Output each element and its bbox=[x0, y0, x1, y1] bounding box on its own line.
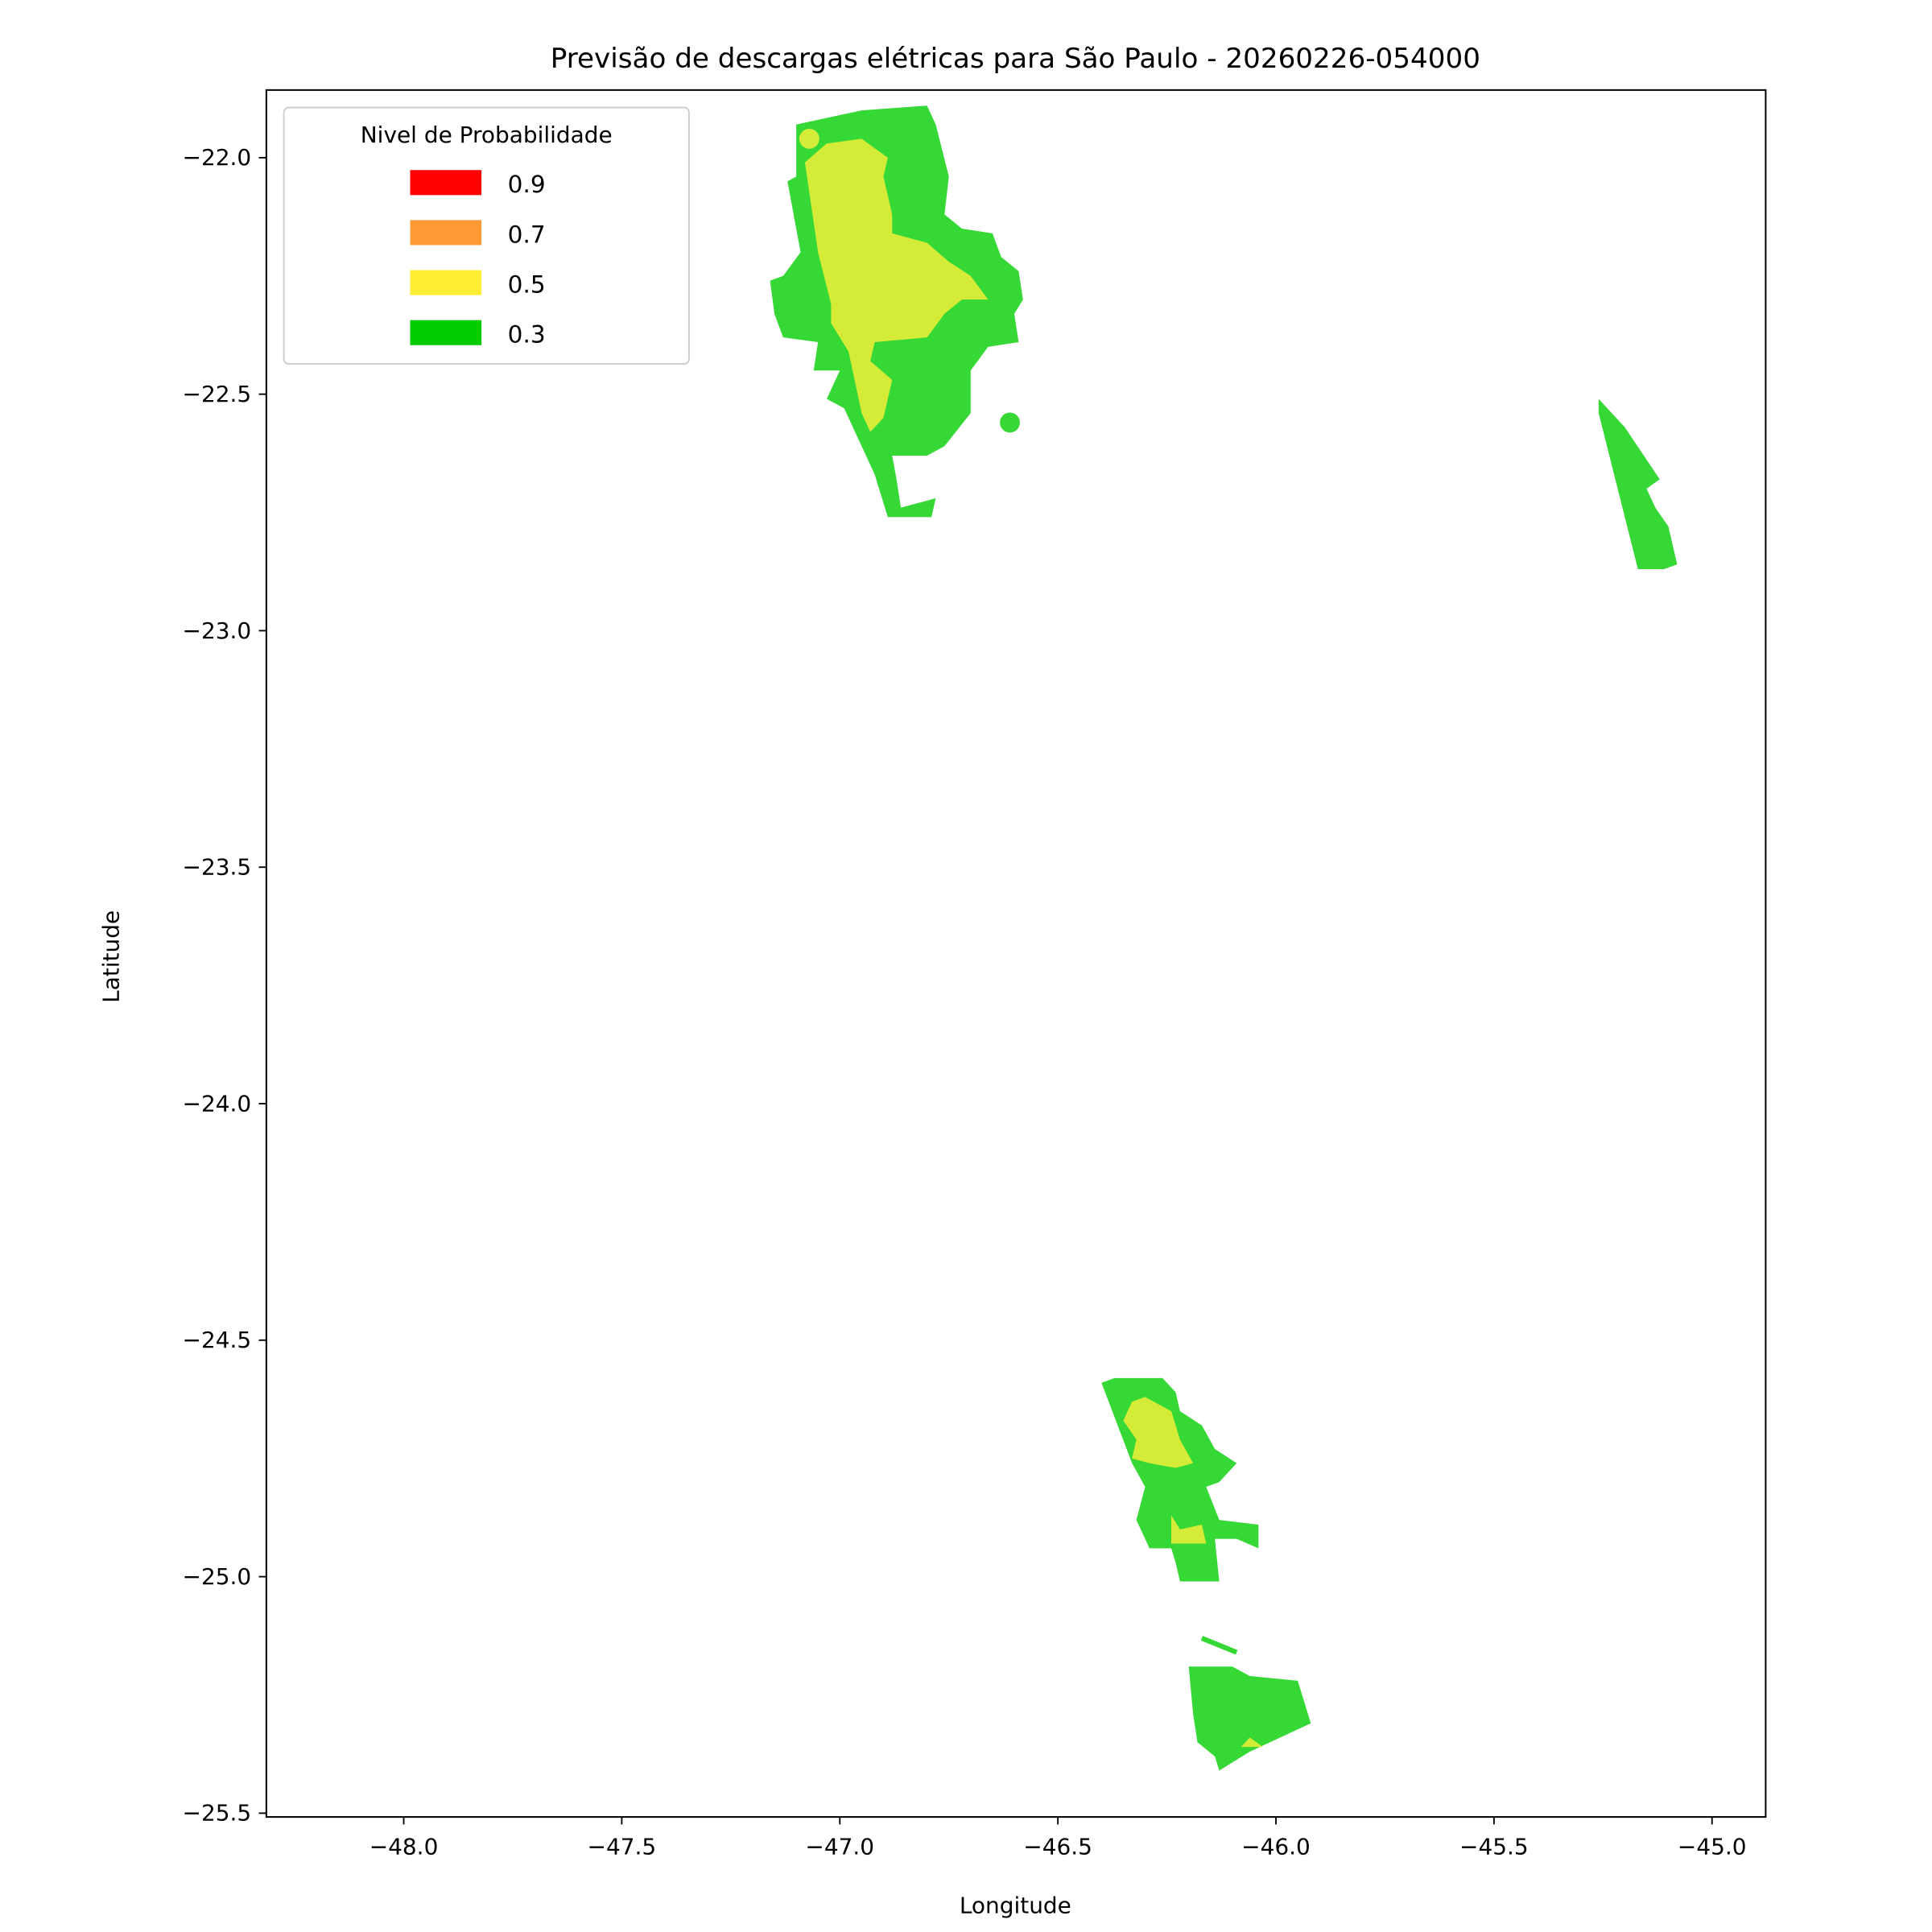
y-tick-label: −23.5 bbox=[183, 854, 252, 881]
contour-region-0-5 bbox=[1241, 1737, 1263, 1748]
y-tick-label: −25.0 bbox=[183, 1563, 252, 1590]
x-tick-label: −46.0 bbox=[1241, 1834, 1311, 1860]
legend-label: 0.5 bbox=[508, 270, 546, 298]
contour-spot bbox=[1000, 412, 1020, 433]
x-tick-label: −46.5 bbox=[1023, 1834, 1092, 1860]
x-tick-label: −47.5 bbox=[588, 1834, 657, 1860]
x-tick-label: −47.0 bbox=[805, 1834, 874, 1860]
x-tick-label: −45.0 bbox=[1678, 1834, 1747, 1860]
plot-area bbox=[770, 105, 1678, 1771]
legend: Nivel de Probabilidade 0.9 0.7 0.5 0.3 bbox=[283, 106, 690, 365]
y-tick-label: −24.5 bbox=[183, 1327, 252, 1353]
y-axis-label: Latitude bbox=[98, 910, 125, 1003]
y-tick-label: −22.5 bbox=[183, 381, 252, 407]
y-axis: −22.0 −22.5 −23.0 −23.5 −24.0 −24.5 −25.0 −25.5 bbox=[183, 144, 266, 1827]
contour-region-0-3 bbox=[1188, 1666, 1311, 1771]
chart-title: Previsão de descargas elétricas para São… bbox=[551, 43, 1480, 75]
legend-title: Nivel de Probabilidade bbox=[361, 122, 613, 148]
contour-region-0-3 bbox=[1101, 1377, 1259, 1582]
contour-region-0-5 bbox=[1123, 1397, 1194, 1468]
contour-region-0-5 bbox=[1170, 1515, 1207, 1544]
legend-swatch bbox=[410, 270, 482, 295]
x-tick-label: −48.0 bbox=[369, 1834, 439, 1860]
y-tick-label: −23.0 bbox=[183, 617, 252, 644]
y-tick-label: −24.0 bbox=[183, 1090, 252, 1117]
y-tick-label: −22.0 bbox=[183, 144, 252, 171]
x-axis-label: Longitude bbox=[960, 1893, 1071, 1919]
contour-region-0-3 bbox=[1598, 398, 1678, 570]
legend-label: 0.3 bbox=[508, 321, 546, 349]
contour-fragment bbox=[1200, 1636, 1238, 1655]
x-tick-label: −45.5 bbox=[1459, 1834, 1529, 1860]
legend-label: 0.9 bbox=[508, 171, 546, 198]
legend-swatch bbox=[410, 170, 482, 196]
contour-region-0-5 bbox=[804, 138, 989, 432]
legend-swatch bbox=[410, 220, 482, 246]
x-axis: −48.0 −47.5 −47.0 −46.5 −46.0 −45.5 −45.0 bbox=[369, 1817, 1747, 1860]
legend-frame bbox=[283, 106, 690, 365]
y-tick-label: −25.5 bbox=[183, 1800, 252, 1827]
contour-spot bbox=[799, 128, 819, 149]
axes-frame bbox=[265, 89, 1767, 1818]
legend-label: 0.7 bbox=[508, 221, 546, 248]
legend-swatch bbox=[410, 320, 482, 345]
